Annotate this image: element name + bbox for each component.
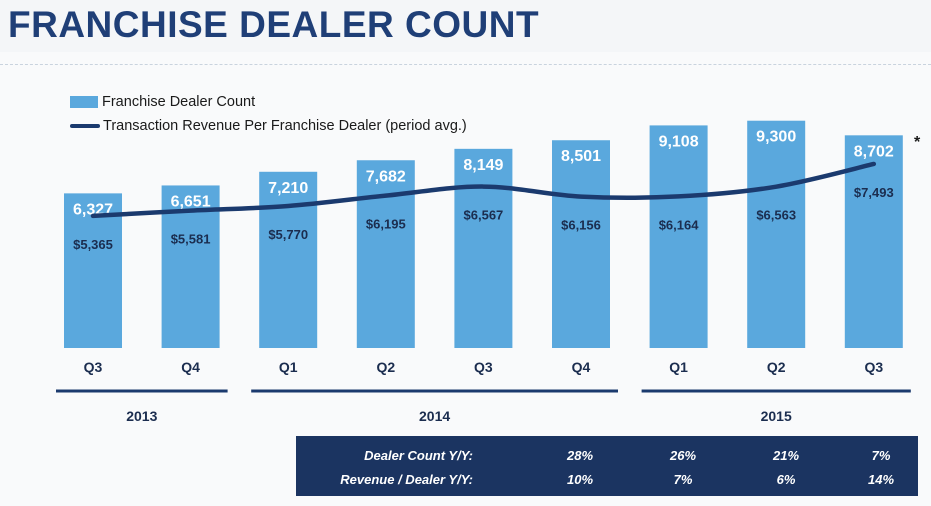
yoy-cell: 21% xyxy=(772,448,800,463)
legend-item-dealer-count: Franchise Dealer Count xyxy=(70,90,467,114)
yoy-cell: 26% xyxy=(669,448,697,463)
bar xyxy=(747,120,806,348)
x-tick-label: Q1 xyxy=(279,359,298,375)
yoy-cell: 7% xyxy=(871,448,891,463)
legend-label-revenue: Transaction Revenue Per Franchise Dealer… xyxy=(103,118,467,134)
yoy-row-dealer-count: Dealer Count Y/Y: 28% 26% 21% 7% xyxy=(296,444,918,468)
revenue-line xyxy=(90,161,877,219)
bar-value-label: 9,300 xyxy=(756,129,796,146)
bar xyxy=(259,171,318,348)
chart-legend: Franchise Dealer Count Transaction Reven… xyxy=(70,90,467,138)
yoy-cell: 7% xyxy=(673,472,693,487)
x-tick-label: Q1 xyxy=(669,359,688,375)
page-title: FRANCHISE DEALER COUNT xyxy=(8,4,540,45)
line-value-label: $5,365 xyxy=(73,237,113,252)
legend-item-revenue: Transaction Revenue Per Franchise Dealer… xyxy=(70,114,467,138)
bar xyxy=(454,148,513,348)
bar-value-label: 8,501 xyxy=(561,148,601,165)
yoy-cell: 6% xyxy=(776,472,796,487)
yoy-row-revenue: Revenue / Dealer Y/Y: 10% 7% 6% 14% xyxy=(296,468,918,492)
line-value-label: $7,493 xyxy=(854,185,894,200)
yoy-cell: 14% xyxy=(867,472,895,487)
bar-value-label: 6,651 xyxy=(171,193,211,210)
footnote-marker: * xyxy=(914,134,921,151)
legend-bar-swatch xyxy=(70,96,98,108)
bar xyxy=(64,193,122,348)
year-group-label: 2015 xyxy=(761,408,792,424)
bar xyxy=(356,160,415,348)
yoy-row-label: Dealer Count Y/Y: xyxy=(364,448,473,463)
x-tick-label: Q3 xyxy=(474,359,493,375)
yoy-table: Dealer Count Y/Y: 28% 26% 21% 7% Revenue… xyxy=(296,436,918,496)
bar-value-label: 8,149 xyxy=(463,157,503,174)
x-tick-label: Q2 xyxy=(767,359,786,375)
line-value-label: $6,156 xyxy=(561,218,601,233)
x-tick-label: Q4 xyxy=(572,359,591,375)
yoy-row-label: Revenue / Dealer Y/Y: xyxy=(340,472,473,487)
line-value-label: $6,567 xyxy=(464,208,504,223)
title-divider xyxy=(0,64,931,65)
x-tick-label: Q2 xyxy=(376,359,395,375)
x-tick-label: Q3 xyxy=(84,359,103,375)
legend-line-swatch xyxy=(70,124,100,128)
bar-value-label: 7,210 xyxy=(268,180,308,197)
x-tick-label: Q4 xyxy=(181,359,200,375)
x-tick-label: Q3 xyxy=(864,359,883,375)
line-value-label: $6,195 xyxy=(366,217,406,232)
legend-label-dealer-count: Franchise Dealer Count xyxy=(102,94,256,110)
year-group-label: 2014 xyxy=(419,408,450,424)
line-value-label: $6,563 xyxy=(756,208,796,223)
bar xyxy=(649,125,708,348)
line-value-label: $6,164 xyxy=(659,217,700,232)
year-group-label: 2013 xyxy=(126,408,157,424)
bar-value-label: 9,108 xyxy=(659,133,699,150)
line-value-label: $5,770 xyxy=(268,227,308,242)
bar-value-label: 8,702 xyxy=(854,143,894,160)
line-value-label: $5,581 xyxy=(171,232,211,247)
yoy-cell: 28% xyxy=(566,448,594,463)
yoy-cell: 10% xyxy=(566,472,594,487)
bar-value-label: 7,682 xyxy=(366,168,406,185)
bar xyxy=(552,140,610,348)
